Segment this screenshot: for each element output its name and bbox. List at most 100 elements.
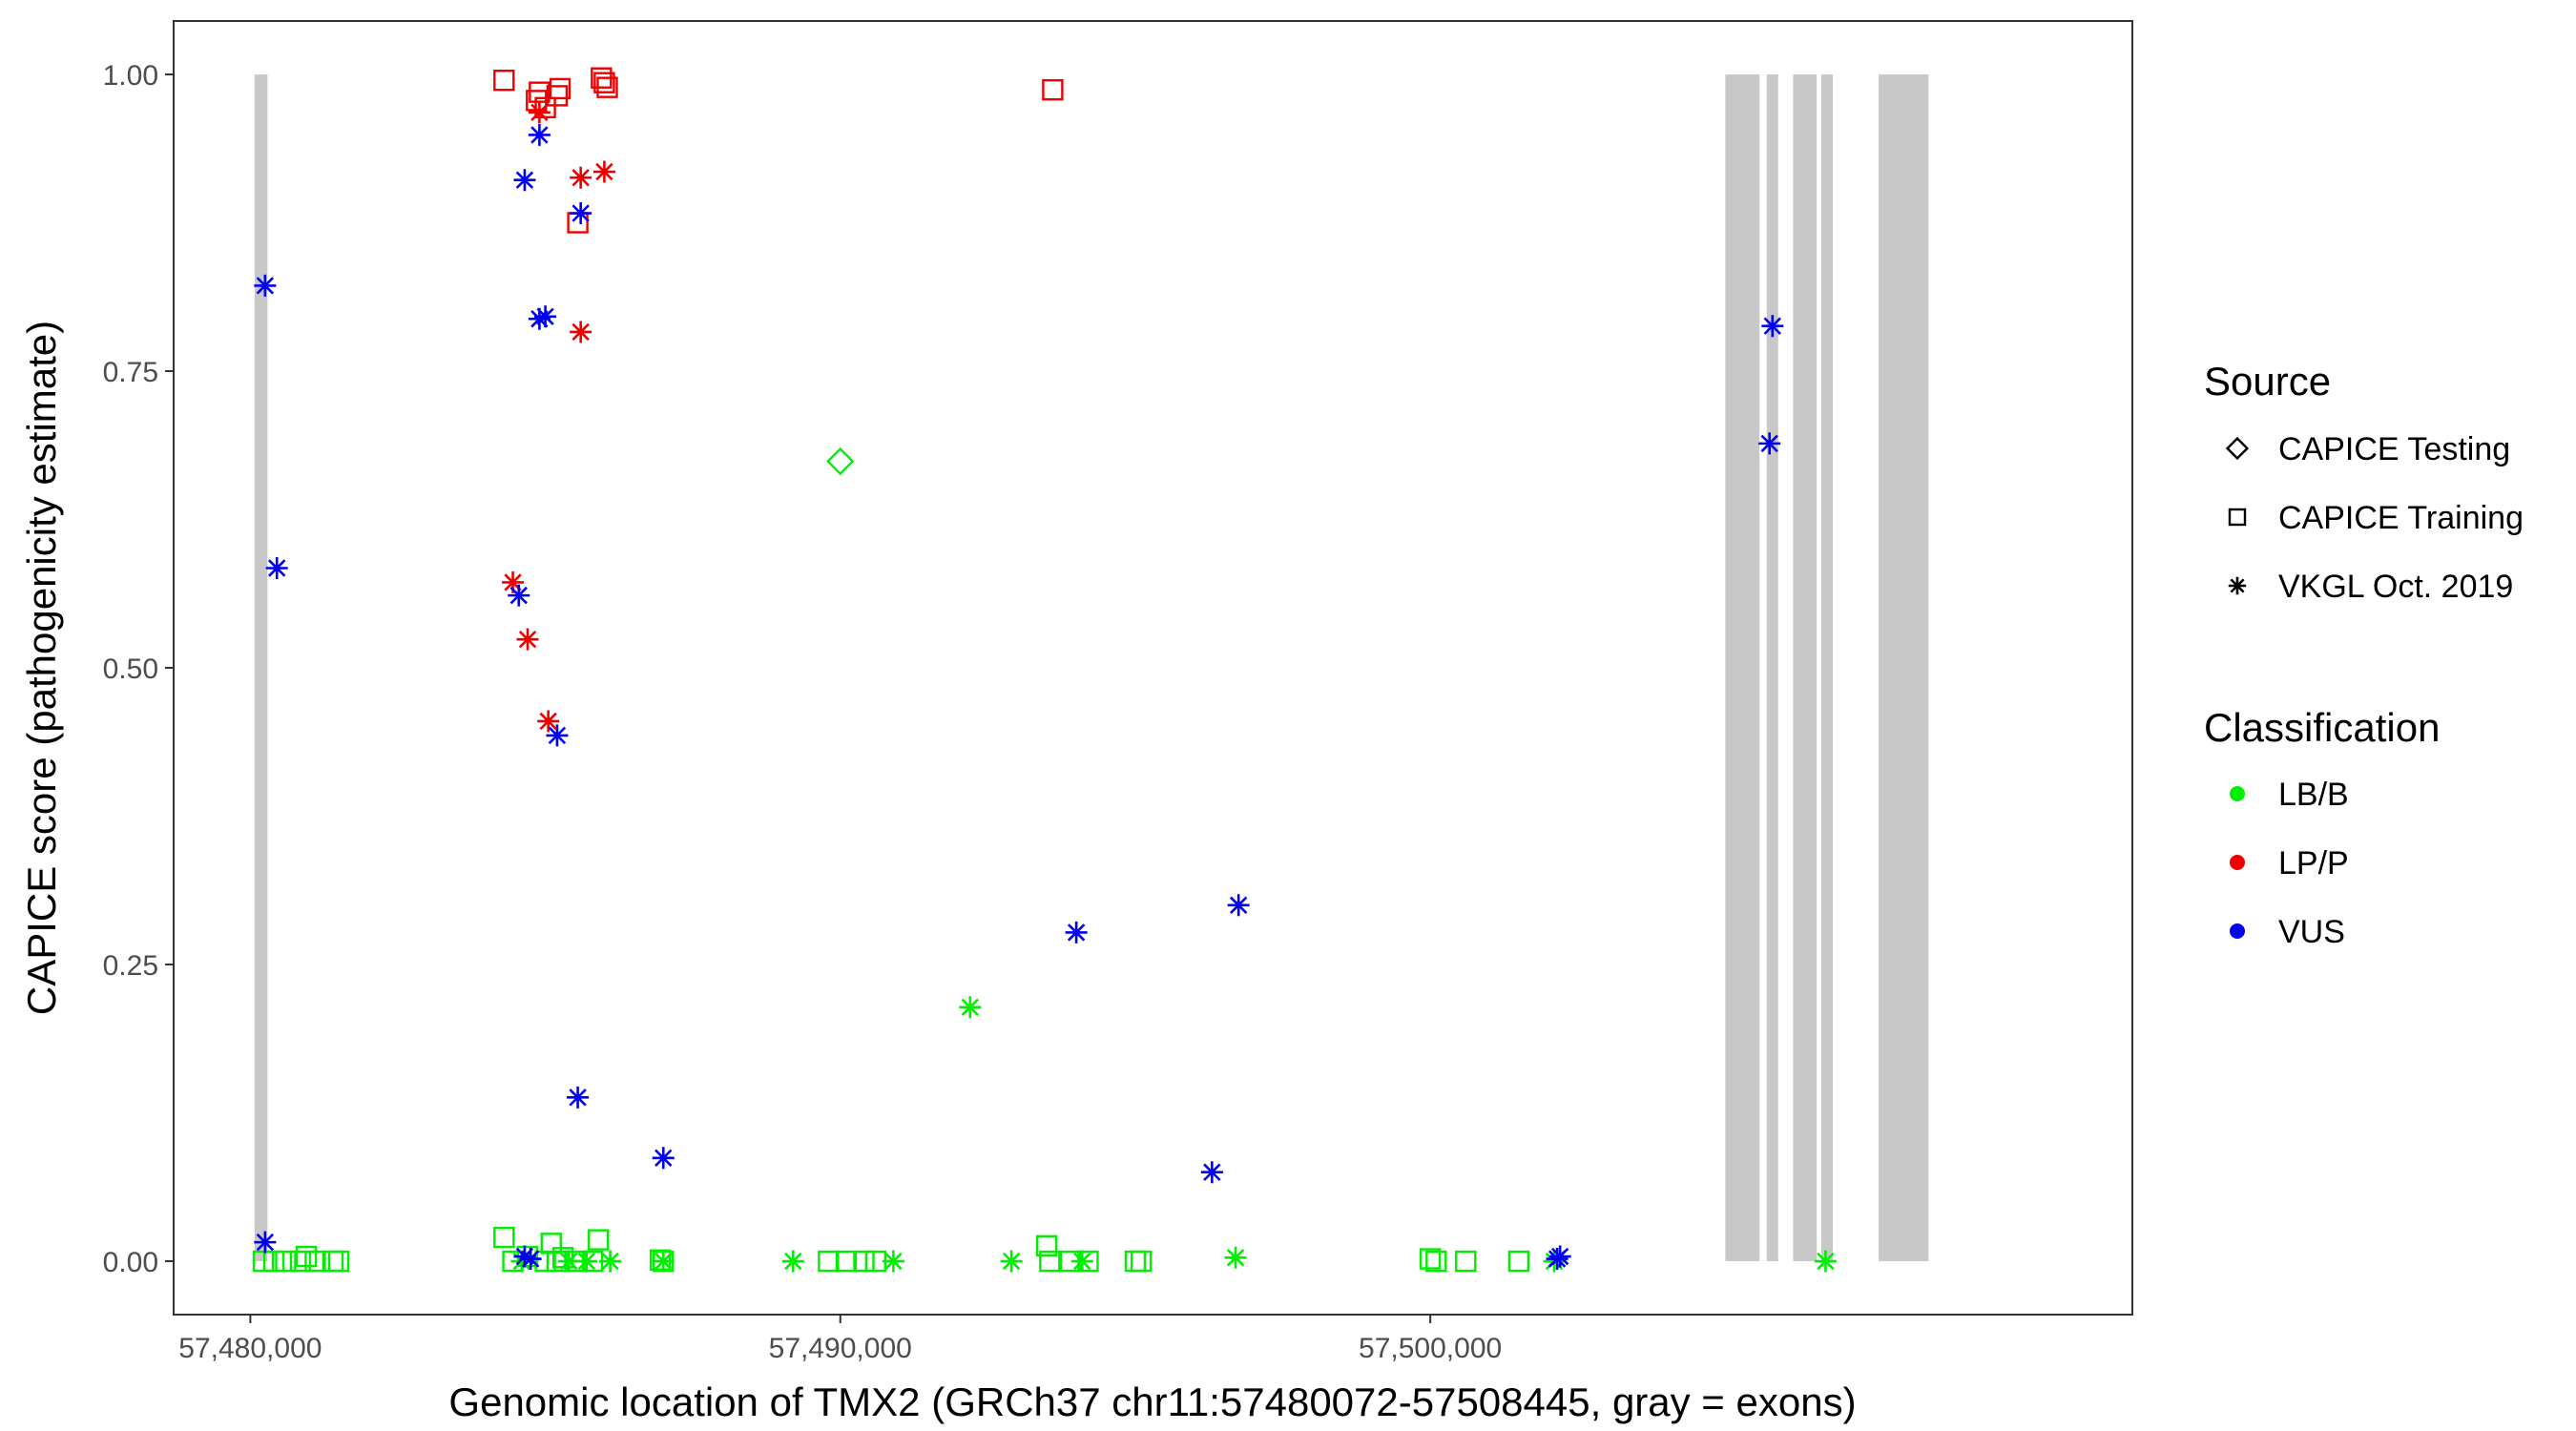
data-point [1814, 1250, 1837, 1273]
data-point [289, 1250, 312, 1273]
exon-band [1725, 73, 1760, 1262]
y-axis: 0.00 0.25 0.50 0.75 1.00 [103, 60, 174, 1278]
data-point [534, 1250, 556, 1273]
data-point [959, 996, 982, 1019]
data-point [502, 570, 525, 593]
data-point [540, 1233, 562, 1255]
x-axis-title: Genomic location of TMX2 (GRCh37 chr11:5… [448, 1379, 1856, 1424]
data-point [835, 1250, 858, 1273]
data-point [519, 1248, 542, 1271]
data-point [254, 1231, 277, 1254]
data-point [508, 584, 530, 607]
legend-label: VUS [2278, 914, 2345, 950]
data-point [1224, 1246, 1247, 1269]
data-point [513, 1245, 536, 1268]
legend-key-dot [2230, 786, 2245, 801]
y-tick-label: 0.25 [103, 950, 158, 982]
y-tick-label: 1.00 [103, 60, 158, 92]
data-point [1070, 1250, 1093, 1273]
data-point [567, 1086, 590, 1109]
y-axis-title: CAPICE score (pathogenicity estimate) [19, 321, 64, 1015]
data-point [528, 101, 551, 124]
y-tick-label: 0.50 [103, 653, 158, 685]
data-point [1065, 921, 1088, 944]
legend-key-dot [2230, 855, 2245, 870]
data-point [275, 1250, 297, 1273]
data-point [528, 307, 551, 330]
y-tick-label: 0.00 [103, 1247, 158, 1278]
data-point [1000, 1250, 1023, 1273]
data-point [1227, 894, 1250, 917]
data-point [570, 321, 592, 343]
legend-key-square [2228, 508, 2247, 527]
data-point [528, 123, 551, 146]
data-point [327, 1250, 350, 1273]
data-point [254, 274, 277, 297]
y-tick-label: 0.75 [103, 357, 158, 388]
exon-band [1820, 73, 1833, 1262]
data-point [493, 70, 515, 92]
data-point [1507, 1250, 1530, 1273]
legend-key-dot [2230, 923, 2245, 939]
exon-regions [254, 73, 1929, 1262]
data-point [549, 77, 571, 100]
exon-band [1793, 73, 1818, 1262]
data-point [1425, 1250, 1447, 1273]
data-point [818, 1250, 840, 1273]
data-point [853, 1250, 875, 1273]
data-point [1200, 1161, 1223, 1184]
exon-band [1766, 73, 1778, 1262]
legend-title-classification: Classification [2204, 705, 2440, 750]
data-point [1419, 1248, 1442, 1270]
data-point [1035, 1234, 1058, 1257]
x-tick-label: 57,480,000 [178, 1333, 322, 1364]
data-point [781, 1250, 804, 1273]
legend-key-asterisk [2228, 576, 2247, 595]
data-point [304, 1250, 326, 1273]
data-point [510, 1250, 533, 1273]
x-tick-label: 57,490,000 [769, 1333, 912, 1364]
data-point [570, 202, 592, 225]
data-point [826, 446, 855, 476]
data-point [1455, 1250, 1477, 1273]
data-point [1546, 1248, 1568, 1271]
data-point [599, 1250, 622, 1273]
data-point [262, 1250, 285, 1273]
legend-label: CAPICE Testing [2278, 431, 2510, 467]
data-point [652, 1250, 675, 1273]
legend-label: CAPICE Training [2278, 500, 2524, 536]
data-point [534, 305, 557, 328]
data-point [596, 76, 618, 98]
data-point [592, 160, 615, 183]
x-tick-label: 57,500,000 [1359, 1333, 1502, 1364]
data-point [516, 628, 539, 651]
data-point [493, 1226, 515, 1249]
data-point [265, 557, 288, 580]
data-point [1130, 1250, 1153, 1273]
data-point [882, 1250, 904, 1273]
legend: Source CAPICE Testing CAPICE Training VKGL … [2204, 359, 2524, 950]
legend-title-source: Source [2204, 359, 2331, 404]
data-point [546, 85, 569, 107]
legend-label: LB/B [2278, 777, 2349, 813]
legend-label: VKGL Oct. 2019 [2278, 569, 2513, 605]
data-point [588, 1229, 610, 1251]
exon-band [254, 73, 268, 1262]
data-points [252, 67, 1837, 1273]
data-point [546, 724, 569, 747]
legend-label: LP/P [2278, 845, 2349, 881]
data-point [1758, 432, 1781, 455]
data-point [1042, 78, 1064, 101]
data-point [652, 1147, 675, 1170]
data-point [1761, 315, 1784, 338]
data-point [557, 1250, 580, 1273]
legend-key-diamond [2225, 436, 2250, 461]
data-point [593, 72, 615, 93]
x-axis: 57,480,000 57,490,000 57,500,000 [178, 1315, 1502, 1364]
data-point [513, 169, 536, 192]
data-point [1039, 1250, 1061, 1273]
data-point [570, 166, 592, 189]
data-point [537, 710, 560, 733]
data-point [575, 1250, 598, 1273]
